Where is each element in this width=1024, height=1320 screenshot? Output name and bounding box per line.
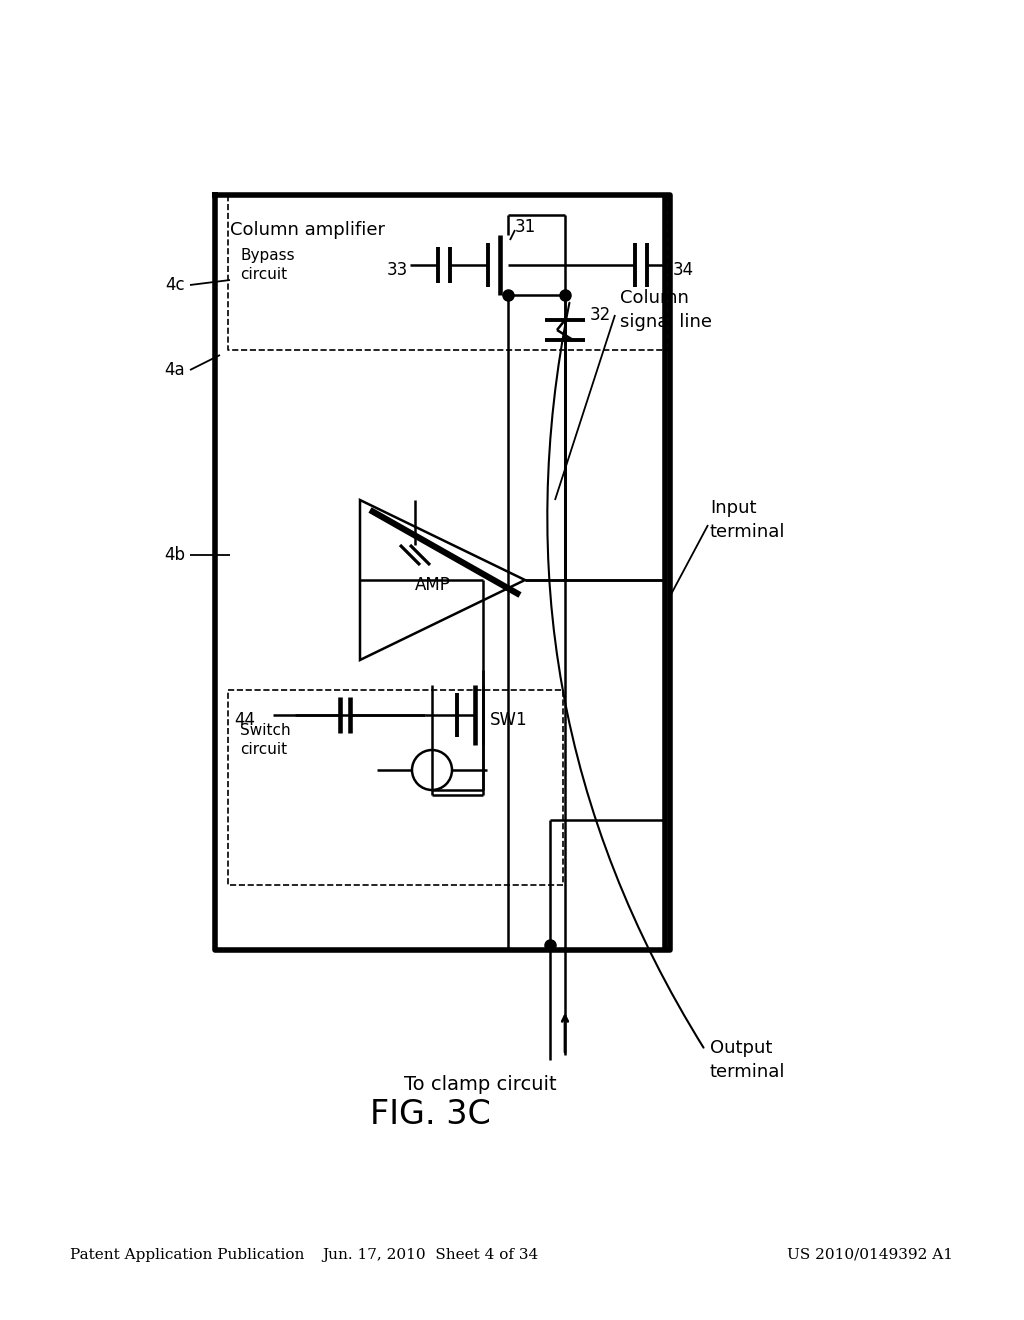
Text: FIG. 3C: FIG. 3C	[370, 1098, 490, 1131]
Text: 44: 44	[234, 711, 255, 729]
Text: US 2010/0149392 A1: US 2010/0149392 A1	[787, 1247, 953, 1262]
Text: Jun. 17, 2010  Sheet 4 of 34: Jun. 17, 2010 Sheet 4 of 34	[322, 1247, 539, 1262]
Text: 4c: 4c	[165, 276, 185, 294]
Text: Column amplifier: Column amplifier	[230, 220, 385, 239]
Text: Switch
circuit: Switch circuit	[240, 722, 291, 758]
Text: Patent Application Publication: Patent Application Publication	[70, 1247, 304, 1262]
Text: 31: 31	[515, 218, 537, 236]
Text: Input
terminal: Input terminal	[710, 499, 785, 541]
Text: SW1: SW1	[490, 711, 527, 729]
Text: 32: 32	[590, 306, 611, 323]
Text: 33: 33	[387, 261, 408, 279]
Text: 4b: 4b	[164, 546, 185, 564]
Text: 34: 34	[673, 261, 694, 279]
Text: Bypass
circuit: Bypass circuit	[240, 248, 295, 282]
Text: AMP: AMP	[415, 576, 451, 594]
Text: To clamp circuit: To clamp circuit	[403, 1076, 556, 1094]
Text: Output
terminal: Output terminal	[710, 1039, 785, 1081]
Text: 4a: 4a	[165, 360, 185, 379]
Text: Column
signal line: Column signal line	[620, 289, 712, 331]
